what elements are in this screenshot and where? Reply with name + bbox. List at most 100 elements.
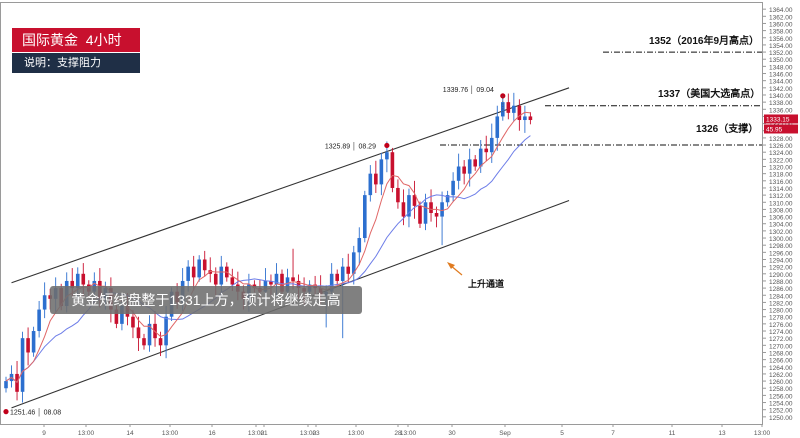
y-tick-label: 1292.00: [769, 265, 793, 272]
candle-body: [213, 273, 218, 285]
candle-body: [418, 205, 422, 224]
marker-label: 1251.46 │ 08.08: [10, 408, 61, 418]
candle-body: [147, 323, 152, 346]
y-tick-label: 1278.00: [769, 315, 793, 322]
candle-body: [368, 173, 373, 196]
x-tick-label: 11: [669, 430, 676, 437]
y-tick-label: 1326.00: [769, 143, 793, 150]
secondary-price-tag: [764, 124, 798, 134]
y-tick-label: 1318.00: [769, 172, 793, 179]
candle-body: [26, 338, 30, 353]
y-tick-label: 1320.00: [769, 165, 793, 172]
y-tick-label: 1256.00: [769, 393, 793, 400]
moving-average-fast: [5, 111, 531, 384]
candle-body: [528, 116, 533, 121]
y-tick-label: 1272.00: [769, 336, 793, 343]
current-price-tag: [764, 114, 798, 124]
candle-body: [274, 273, 279, 285]
candle-body: [269, 280, 273, 285]
y-tick-label: 1358.00: [769, 29, 793, 36]
marker-label: 1339.76 │ 09.04: [443, 85, 494, 95]
x-tick-label: 7: [611, 430, 615, 437]
y-tick-label: 1280.00: [769, 308, 793, 315]
x-tick-label: 13:00: [78, 430, 95, 437]
current-price-text: 1333.15: [766, 116, 790, 123]
candle-body: [407, 195, 411, 217]
y-tick-label: 1262.00: [769, 372, 793, 379]
y-tick-label: 1316.00: [769, 179, 793, 186]
candle-body: [363, 195, 367, 239]
candle-body: [512, 105, 516, 113]
y-tick-label: 1336.00: [769, 107, 793, 114]
candle-body: [329, 273, 334, 292]
axis-layer: 1250.001252.001254.001256.001258.001260.…: [42, 7, 798, 437]
moving-average-layer: [5, 111, 531, 384]
candle-body: [4, 381, 8, 389]
channel-layer: [11, 87, 570, 409]
candle-body: [517, 105, 522, 121]
candle-body: [280, 273, 284, 292]
x-tick-label: 9: [42, 430, 46, 437]
candle-body: [219, 266, 224, 285]
y-tick-label: 1322.00: [769, 157, 793, 164]
level-label: 1326（支撑）: [696, 122, 758, 135]
markers-layer: 1251.46 │ 08.08 1325.89 │ 08.29 1339.76 │ …: [3, 85, 506, 418]
marker-dot: [3, 409, 9, 415]
y-tick-label: 1312.00: [769, 193, 793, 200]
x-tick-label: 13:00: [162, 430, 179, 437]
candle-body: [131, 316, 135, 328]
candle-body: [191, 266, 196, 278]
y-tick-label: 1264.00: [769, 365, 793, 372]
y-tick-label: 1350.00: [769, 57, 793, 64]
candle-body: [374, 173, 378, 185]
candle-body: [42, 295, 47, 310]
candle-body: [484, 148, 489, 153]
secondary-price-text: 45.95: [766, 126, 783, 133]
x-tick-label: 21: [260, 430, 268, 437]
chart-title: 国际黄金 4小时: [12, 28, 140, 52]
level-label: 1352（2016年9月高点）: [649, 34, 759, 47]
candle-body: [31, 331, 36, 353]
y-tick-label: 1356.00: [769, 36, 793, 43]
candle-body: [385, 152, 389, 160]
moving-average-slow: [5, 135, 531, 384]
candle-body: [70, 280, 75, 289]
candle-body: [351, 252, 356, 274]
channel-label: 上升通道: [468, 278, 504, 289]
candle-body: [473, 159, 477, 167]
x-tick-label: 30: [448, 430, 456, 437]
candle-body: [346, 266, 351, 274]
y-tick-label: 1314.00: [769, 186, 793, 193]
x-tick-label: 14: [126, 430, 134, 437]
x-tick-label: 16: [208, 430, 216, 437]
y-tick-label: 1300.00: [769, 236, 793, 243]
y-tick-label: 1364.00: [769, 7, 793, 14]
x-tick-label: 5: [560, 430, 564, 437]
candle-body: [445, 195, 450, 203]
candle-body: [412, 195, 417, 206]
channel-arrow-head: [447, 262, 455, 269]
candle-body: [114, 309, 119, 324]
grid-layer: [0, 2, 763, 425]
candle-body: [20, 338, 25, 392]
chart-subtitle: 说明：支撑阻力: [12, 53, 140, 73]
annotation-layer: 1352（2016年9月高点） 1337（美国大选高点） 1326（支撑） 上升通道: [447, 34, 760, 289]
y-tick-label: 1284.00: [769, 293, 793, 300]
y-tick-label: 1302.00: [769, 229, 793, 236]
y-tick-label: 1282.00: [769, 300, 793, 307]
candle-body: [357, 238, 362, 253]
candle-body: [462, 166, 466, 174]
candle-body: [456, 166, 461, 181]
y-tick-label: 1306.00: [769, 215, 793, 222]
candle-body: [467, 159, 472, 174]
y-tick-label: 1294.00: [769, 257, 793, 264]
y-tick-label: 1254.00: [769, 401, 793, 408]
candle-body: [506, 102, 511, 113]
y-tick-label: 1270.00: [769, 343, 793, 350]
candle-body: [142, 338, 146, 346]
y-tick-label: 1276.00: [769, 322, 793, 329]
candle-body: [451, 180, 455, 196]
y-tick-label: 1290.00: [769, 272, 793, 279]
x-tick-label: 13:00: [400, 430, 417, 437]
